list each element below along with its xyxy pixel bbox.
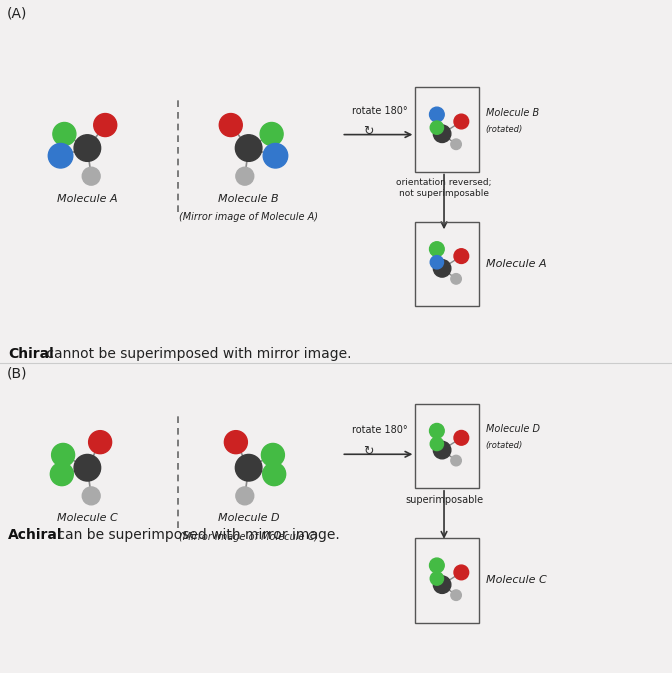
- Text: ↻: ↻: [363, 125, 374, 139]
- Bar: [415, 222, 479, 306]
- Text: Molecule D: Molecule D: [218, 513, 280, 524]
- Circle shape: [48, 143, 73, 168]
- Circle shape: [261, 444, 284, 466]
- Circle shape: [454, 249, 468, 263]
- Circle shape: [74, 454, 101, 481]
- Bar: [415, 538, 479, 623]
- Circle shape: [451, 274, 461, 284]
- Circle shape: [236, 168, 254, 185]
- Circle shape: [430, 121, 444, 135]
- Circle shape: [433, 576, 451, 594]
- Circle shape: [235, 454, 262, 481]
- Circle shape: [430, 437, 444, 451]
- Circle shape: [429, 107, 444, 122]
- Text: Molecule B: Molecule B: [486, 108, 539, 118]
- Text: superimposable: superimposable: [405, 495, 483, 505]
- Circle shape: [52, 444, 75, 466]
- Text: Molecule A: Molecule A: [57, 194, 118, 204]
- Circle shape: [235, 135, 262, 162]
- Circle shape: [263, 143, 288, 168]
- Circle shape: [433, 125, 451, 143]
- Circle shape: [433, 260, 451, 277]
- Circle shape: [433, 441, 451, 459]
- Circle shape: [89, 431, 112, 454]
- Circle shape: [429, 242, 444, 256]
- Circle shape: [454, 431, 468, 445]
- Circle shape: [53, 122, 76, 145]
- Text: (Mirror image of Molecule A): (Mirror image of Molecule A): [179, 212, 318, 222]
- Text: orientation reversed;
not superimposable: orientation reversed; not superimposable: [396, 178, 492, 198]
- Text: cannot be superimposed with mirror image.: cannot be superimposed with mirror image…: [42, 347, 352, 361]
- Text: Achiral: Achiral: [8, 528, 62, 542]
- Text: can be superimposed with mirror image.: can be superimposed with mirror image.: [52, 528, 339, 542]
- Circle shape: [430, 572, 444, 586]
- Text: rotate 180°: rotate 180°: [352, 425, 407, 435]
- Circle shape: [224, 431, 247, 454]
- Bar: [415, 87, 479, 172]
- Bar: [415, 404, 479, 488]
- Circle shape: [429, 558, 444, 573]
- Text: Molecule D: Molecule D: [486, 424, 540, 434]
- Circle shape: [454, 565, 468, 579]
- Circle shape: [50, 462, 73, 486]
- Text: Chiral: Chiral: [8, 347, 54, 361]
- Circle shape: [236, 487, 254, 505]
- Circle shape: [451, 456, 461, 466]
- Text: (B): (B): [7, 367, 28, 381]
- Circle shape: [260, 122, 283, 145]
- Circle shape: [93, 114, 117, 137]
- Circle shape: [451, 590, 461, 600]
- Text: (rotated): (rotated): [486, 125, 523, 134]
- Text: Molecule B: Molecule B: [218, 194, 279, 204]
- Circle shape: [74, 135, 101, 162]
- Text: Molecule C: Molecule C: [57, 513, 118, 524]
- Circle shape: [454, 114, 468, 129]
- Circle shape: [430, 256, 444, 269]
- Text: (Mirror image of Molecule C): (Mirror image of Molecule C): [179, 532, 319, 542]
- Circle shape: [219, 114, 242, 137]
- Text: ↻: ↻: [363, 445, 374, 458]
- Circle shape: [451, 139, 461, 149]
- Circle shape: [263, 462, 286, 486]
- Text: Molecule C: Molecule C: [486, 575, 546, 586]
- Text: (rotated): (rotated): [486, 441, 523, 450]
- Circle shape: [82, 168, 100, 185]
- Circle shape: [82, 487, 100, 505]
- Text: rotate 180°: rotate 180°: [352, 106, 407, 116]
- Text: Molecule A: Molecule A: [486, 259, 546, 269]
- Text: (A): (A): [7, 7, 27, 21]
- Circle shape: [429, 423, 444, 438]
